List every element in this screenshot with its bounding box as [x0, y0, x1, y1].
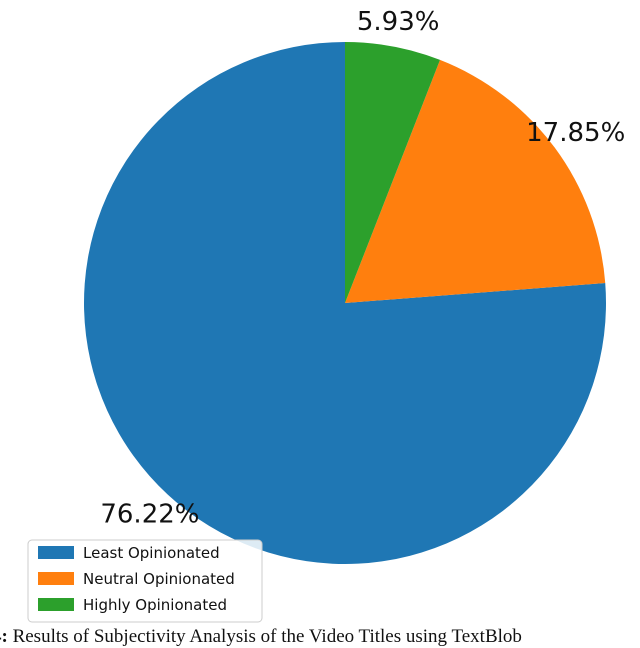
- pie-chart: 76.22% 17.85% 5.93% Least Opinionated Neut…: [27, 7, 625, 623]
- legend-label-highly: Highly Opinionated: [83, 596, 227, 614]
- pie-slices: [83, 42, 606, 565]
- legend-label-least: Least Opinionated: [83, 544, 220, 562]
- figure-caption-label: 4:: [0, 626, 8, 647]
- pie-slice-least: [83, 42, 606, 565]
- legend-label-neutral: Neutral Opinionated: [83, 570, 235, 588]
- figure-caption: 4: Results of Subjectivity Analysis of t…: [0, 626, 640, 648]
- legend: Least Opinionated Neutral Opinionated Hi…: [27, 539, 263, 623]
- pie-labels: 76.22% 17.85% 5.93%: [100, 7, 625, 530]
- pie-slice-neutral: [345, 59, 606, 304]
- pie-slice-highly: [345, 42, 441, 303]
- pct-label-least: 76.22%: [100, 500, 199, 530]
- legend-swatch-highly: [38, 598, 74, 611]
- legend-swatch-neutral: [38, 572, 74, 585]
- legend-box: [27, 539, 263, 623]
- pct-label-neutral: 17.85%: [526, 118, 625, 148]
- legend-swatch-least: [38, 546, 74, 559]
- figure-caption-text: Results of Subjectivity Analysis of the …: [12, 626, 522, 647]
- pct-label-highly: 5.93%: [357, 7, 440, 37]
